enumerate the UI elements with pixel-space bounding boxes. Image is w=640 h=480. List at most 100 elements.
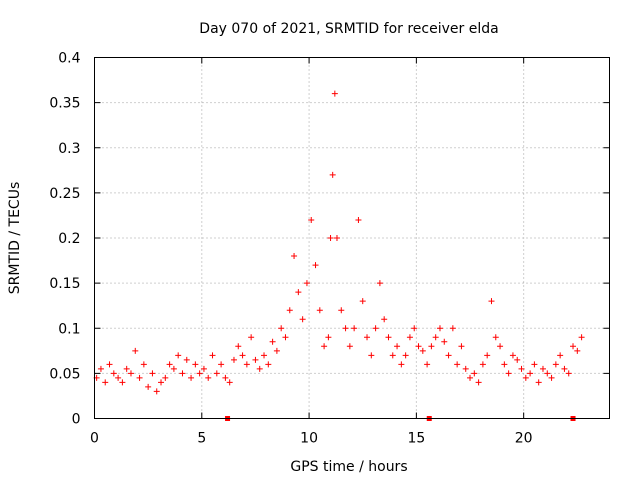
data-point: [436, 325, 443, 332]
data-point: [415, 343, 422, 350]
data-point: [127, 370, 134, 377]
data-point: [282, 334, 289, 341]
data-point: [123, 365, 130, 372]
data-point: [333, 235, 340, 241]
data-point: [183, 356, 190, 363]
data-point: [522, 374, 529, 381]
data-point: [106, 361, 113, 368]
data-point: [557, 352, 564, 359]
data-point: [570, 343, 577, 350]
data-point: [514, 356, 521, 363]
data-point: [346, 343, 353, 350]
x-tick-label: 20: [515, 431, 533, 447]
grid: [94, 57, 610, 419]
data-point: [501, 361, 508, 368]
data-point: [381, 316, 388, 323]
data-point: [359, 298, 366, 305]
data-point: [445, 352, 452, 359]
data-point: [518, 365, 525, 372]
y-tick-label: 0.25: [49, 186, 80, 202]
data-point: [372, 325, 379, 332]
data-point: [273, 347, 280, 354]
data-point: [188, 374, 195, 381]
data-point: [243, 361, 250, 368]
x-tick-label: 15: [407, 431, 425, 447]
data-point: [303, 280, 310, 287]
data-point: [230, 356, 237, 363]
data-point: [200, 365, 207, 372]
data-point: [544, 370, 551, 377]
data-point: [385, 334, 392, 341]
data-point: [325, 334, 332, 341]
data-point: [179, 370, 186, 377]
data-point: [140, 361, 147, 368]
data-point: [458, 343, 465, 350]
data-points: [93, 90, 585, 395]
y-tick-label: 0.05: [49, 366, 80, 382]
data-point: [158, 379, 165, 386]
data-point: [153, 388, 160, 395]
data-point: [286, 307, 293, 314]
data-point: [119, 379, 126, 386]
data-point: [578, 334, 585, 341]
data-point: [213, 370, 220, 377]
data-point: [248, 334, 255, 341]
data-point: [136, 374, 143, 381]
data-point: [467, 374, 474, 381]
data-point: [497, 343, 504, 350]
data-point: [132, 347, 139, 354]
data-point: [149, 370, 156, 377]
data-point: [295, 289, 302, 296]
y-tick-label: 0.2: [58, 231, 80, 247]
data-point: [256, 365, 263, 372]
data-point: [484, 352, 491, 359]
data-point: [428, 343, 435, 350]
data-point: [110, 370, 117, 377]
data-point: [162, 374, 169, 381]
data-point: [218, 361, 225, 368]
data-point: [261, 352, 268, 359]
data-point: [368, 352, 375, 359]
chart-title: Day 070 of 2021, SRMTID for receiver eld…: [199, 21, 498, 37]
y-tick-label: 0: [72, 412, 81, 428]
x-tick-label: 0: [90, 431, 99, 447]
y-tick-label: 0.4: [58, 51, 80, 67]
data-point: [475, 379, 482, 386]
data-point: [209, 352, 216, 359]
data-point: [441, 338, 448, 345]
data-point: [175, 352, 182, 359]
data-point: [170, 365, 177, 372]
y-tick-label: 0.1: [58, 321, 80, 337]
data-point: [235, 343, 242, 350]
data-point: [312, 262, 319, 269]
data-point: [299, 316, 306, 323]
data-point: [291, 253, 298, 260]
data-point: [338, 307, 345, 314]
data-point: [265, 361, 272, 368]
data-point: [239, 352, 246, 359]
data-point: [535, 379, 542, 386]
data-point: [316, 307, 323, 314]
data-point: [398, 361, 405, 368]
data-point: [424, 361, 431, 368]
data-point: [411, 325, 418, 332]
data-point: [329, 171, 336, 178]
data-point: [488, 298, 495, 305]
data-point: [376, 280, 383, 287]
data-point: [394, 343, 401, 350]
data-point: [406, 334, 413, 341]
data-point: [192, 361, 199, 368]
data-point: [321, 343, 328, 350]
data-point: [527, 370, 534, 377]
x-tick-label: 10: [300, 431, 318, 447]
data-point: [278, 325, 285, 332]
data-point: [565, 370, 572, 377]
data-point: [115, 374, 122, 381]
data-point: [574, 347, 581, 354]
data-point: [252, 356, 259, 363]
data-point: [222, 374, 229, 381]
data-point: [226, 379, 233, 386]
data-point: [308, 216, 315, 223]
